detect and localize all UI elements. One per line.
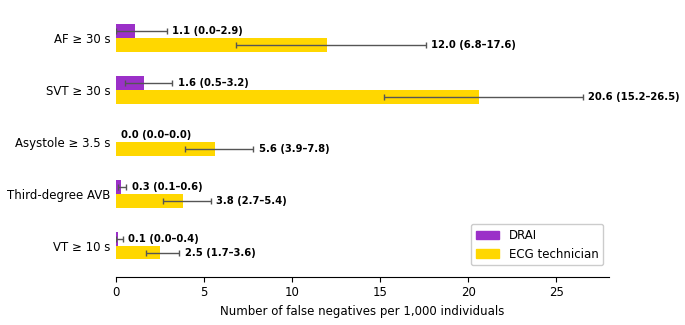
Text: 1.6 (0.5–3.2): 1.6 (0.5–3.2) [177, 78, 248, 88]
Text: 1.1 (0.0–2.9): 1.1 (0.0–2.9) [172, 26, 243, 36]
Text: 3.8 (2.7–5.4): 3.8 (2.7–5.4) [216, 196, 287, 206]
Text: 0.3 (0.1–0.6): 0.3 (0.1–0.6) [132, 182, 202, 192]
Bar [116, 246, 160, 259]
X-axis label: Number of false negatives per 1,000 individuals: Number of false negatives per 1,000 indi… [221, 305, 505, 318]
Text: 0.1 (0.0–0.4): 0.1 (0.0–0.4) [128, 234, 199, 244]
Text: 12.0 (6.8–17.6): 12.0 (6.8–17.6) [432, 40, 516, 50]
Bar [116, 38, 327, 52]
Bar [116, 180, 121, 194]
Text: 20.6 (15.2–26.5): 20.6 (15.2–26.5) [588, 92, 680, 102]
Legend: DRAI, ECG technician: DRAI, ECG technician [471, 224, 603, 266]
Text: 2.5 (1.7–3.6): 2.5 (1.7–3.6) [184, 248, 256, 257]
Bar [116, 24, 135, 38]
Bar [116, 194, 183, 208]
Bar [116, 232, 118, 246]
Bar [116, 142, 214, 156]
Bar [116, 90, 479, 104]
Bar [116, 76, 144, 90]
Text: 5.6 (3.9–7.8): 5.6 (3.9–7.8) [258, 144, 329, 154]
Text: 0.0 (0.0–0.0): 0.0 (0.0–0.0) [121, 130, 191, 140]
